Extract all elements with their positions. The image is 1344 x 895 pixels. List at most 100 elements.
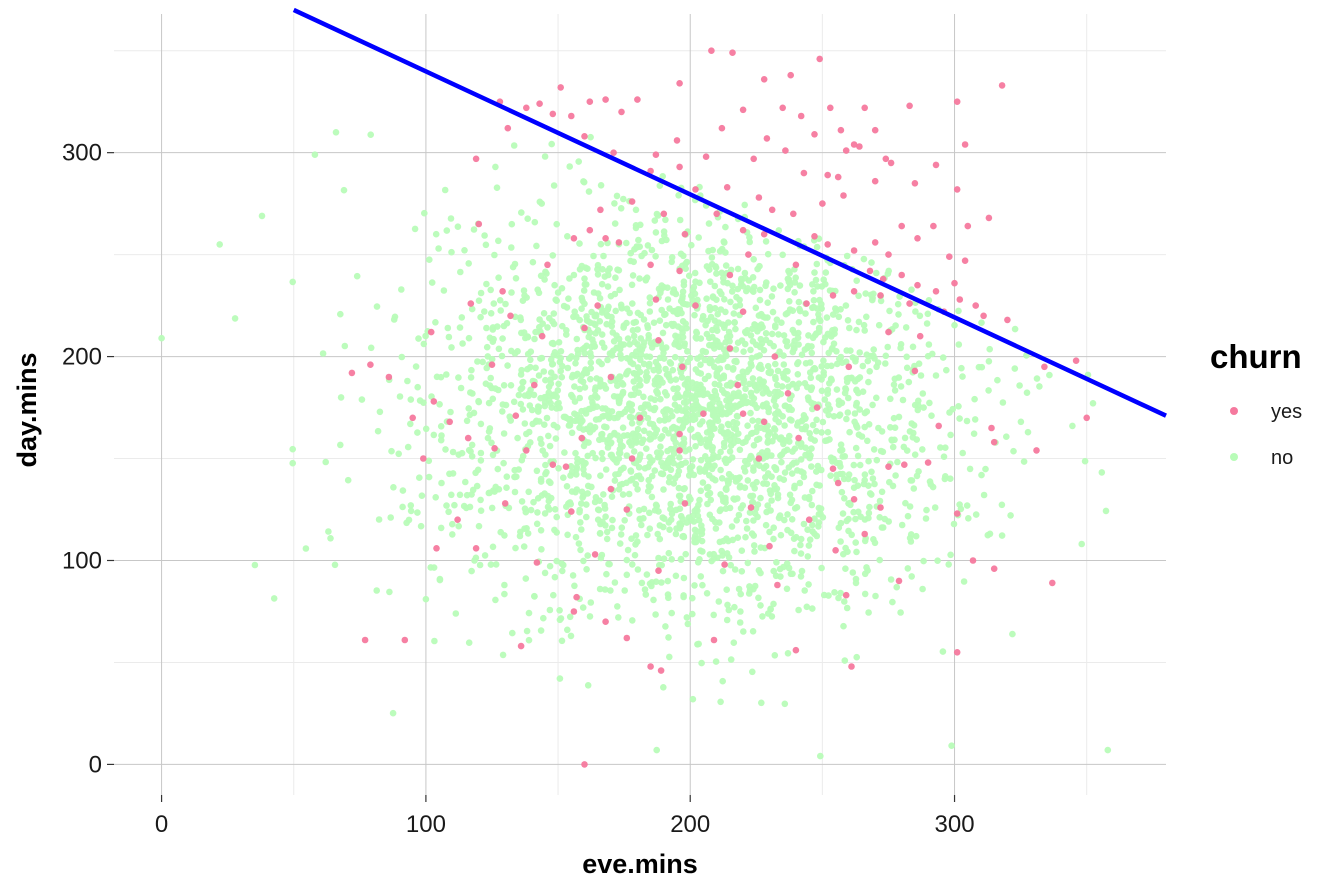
data-point-yes bbox=[877, 292, 884, 299]
data-point-no bbox=[597, 182, 605, 189]
data-point-no bbox=[637, 221, 644, 229]
data-point-no bbox=[646, 294, 654, 301]
data-point-no bbox=[598, 430, 606, 438]
data-point-yes bbox=[842, 147, 850, 154]
data-point-no bbox=[765, 408, 772, 416]
data-point-no bbox=[873, 394, 880, 402]
data-point-no bbox=[670, 433, 677, 441]
data-point-yes bbox=[623, 634, 631, 642]
data-point-yes bbox=[782, 147, 789, 154]
data-point-no bbox=[438, 432, 445, 439]
data-point-no bbox=[524, 215, 531, 222]
data-point-no bbox=[678, 325, 685, 332]
data-point-no bbox=[483, 343, 491, 351]
data-point-no bbox=[682, 265, 689, 273]
data-point-no bbox=[578, 294, 586, 302]
data-point-no bbox=[599, 266, 606, 273]
data-point-no bbox=[855, 318, 863, 326]
data-point-no bbox=[833, 471, 840, 479]
data-point-no bbox=[843, 252, 851, 260]
data-point-no bbox=[725, 554, 733, 561]
data-point-no bbox=[657, 470, 665, 477]
data-point-no bbox=[784, 650, 792, 657]
data-point-no bbox=[492, 561, 500, 568]
data-point-no bbox=[679, 440, 686, 448]
data-point-no bbox=[386, 588, 393, 596]
data-point-no bbox=[830, 413, 838, 420]
data-point-no bbox=[865, 378, 872, 386]
data-point-no bbox=[620, 324, 627, 331]
data-point-no bbox=[758, 699, 765, 707]
data-point-no bbox=[576, 240, 583, 247]
data-point-no bbox=[555, 380, 562, 388]
data-point-no bbox=[697, 456, 705, 464]
data-point-no bbox=[637, 335, 645, 342]
data-point-no bbox=[468, 305, 476, 313]
data-point-no bbox=[720, 537, 727, 545]
data-point-no bbox=[786, 438, 793, 445]
data-point-no bbox=[564, 233, 571, 240]
data-point-no bbox=[762, 474, 769, 481]
data-point-no bbox=[443, 371, 450, 378]
data-point-no bbox=[837, 538, 844, 545]
data-point-no bbox=[755, 417, 762, 425]
data-point-no bbox=[722, 249, 729, 256]
data-point-no bbox=[489, 543, 497, 551]
data-point-no bbox=[827, 375, 835, 383]
data-point-no bbox=[764, 432, 772, 440]
data-point-no bbox=[906, 428, 914, 435]
data-point-no bbox=[537, 355, 544, 362]
data-point-no bbox=[853, 386, 860, 394]
data-point-no bbox=[716, 365, 724, 372]
data-point-no bbox=[407, 502, 415, 509]
data-point-no bbox=[680, 485, 687, 493]
data-point-no bbox=[748, 530, 756, 537]
data-point-no bbox=[569, 572, 577, 579]
data-point-no bbox=[465, 446, 473, 454]
data-point-no bbox=[621, 517, 628, 524]
data-point-no bbox=[740, 348, 747, 356]
data-point-no bbox=[741, 328, 749, 336]
data-point-no bbox=[668, 609, 675, 617]
data-point-no bbox=[524, 365, 531, 373]
data-point-no bbox=[831, 326, 839, 334]
data-point-no bbox=[716, 374, 724, 382]
data-point-no bbox=[632, 352, 640, 360]
data-point-yes bbox=[361, 636, 369, 644]
data-point-yes bbox=[602, 96, 609, 103]
data-point-no bbox=[630, 391, 638, 399]
data-point-no bbox=[819, 418, 827, 426]
data-point-no bbox=[521, 420, 529, 427]
data-point-no bbox=[699, 581, 706, 589]
data-point-no bbox=[527, 506, 535, 514]
data-point-no bbox=[853, 653, 860, 661]
data-point-no bbox=[763, 480, 771, 488]
data-point-no bbox=[569, 393, 576, 401]
data-point-no bbox=[680, 399, 688, 406]
data-point-no bbox=[1020, 458, 1028, 465]
data-point-no bbox=[158, 334, 165, 342]
data-point-no bbox=[912, 308, 919, 315]
data-point-no bbox=[897, 383, 905, 390]
data-point-no bbox=[627, 432, 634, 440]
data-point-no bbox=[481, 552, 489, 559]
data-point-no bbox=[495, 345, 503, 353]
data-point-no bbox=[584, 452, 591, 460]
data-point-no bbox=[1010, 447, 1017, 455]
data-point-no bbox=[809, 487, 816, 495]
data-point-no bbox=[587, 359, 595, 367]
data-point-no bbox=[617, 441, 625, 449]
data-point-no bbox=[956, 501, 963, 508]
data-point-no bbox=[892, 472, 899, 479]
data-point-no bbox=[616, 286, 623, 294]
data-point-no bbox=[794, 334, 802, 342]
data-point-no bbox=[542, 461, 549, 469]
data-point-no bbox=[891, 387, 899, 394]
data-point-no bbox=[955, 307, 962, 315]
data-point-no bbox=[573, 313, 580, 320]
data-point-no bbox=[890, 381, 898, 389]
x-axis-title: eve.mins bbox=[582, 849, 698, 879]
data-point-yes bbox=[988, 424, 995, 432]
data-point-no bbox=[879, 524, 887, 531]
data-point-no bbox=[258, 212, 266, 220]
